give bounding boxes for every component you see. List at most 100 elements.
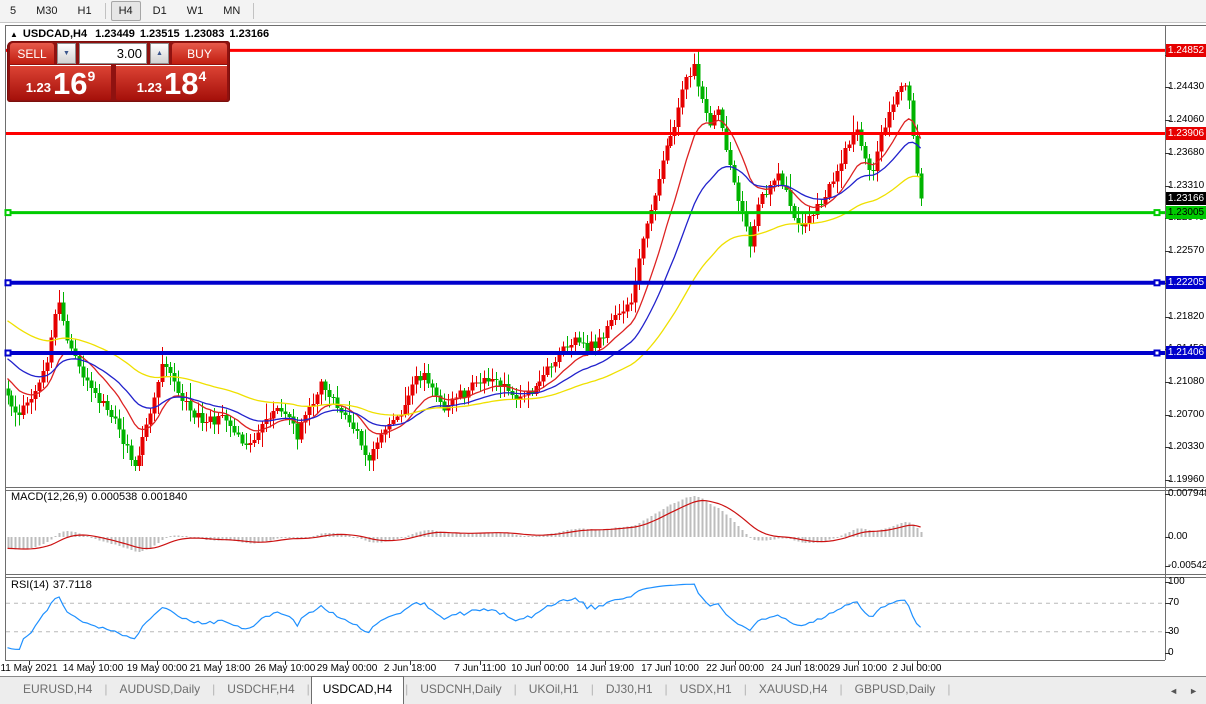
macd-name: MACD(12,26,9) [11,491,88,503]
chart-tab-usdcad[interactable]: USDCAD,H4 [310,676,405,704]
timeframe-button-h1[interactable]: H1 [77,5,92,17]
chevron-down-icon: ▼ [63,50,70,57]
chart-symbol-label: USDCAD,H4 [22,28,88,40]
chart-tab-gbpusd[interactable]: GBPUSD,Daily [854,682,936,696]
one-click-trade-panel: SELL ▼ 3.00 ▲ BUY 1.23 16 9 1.23 18 4 [7,41,230,102]
rsi-axis-label: 70 [1168,597,1180,609]
rsi-value: 37.7118 [52,579,92,591]
buy-price-pip: 4 [198,68,207,84]
macd-axis-label: -0.005427 [1168,560,1206,572]
sell-price-prefix: 1.23 [25,80,52,95]
chart-tab-audusd[interactable]: AUDUSD,Daily [119,682,201,696]
tab-separator: | [590,682,594,696]
price-tick-label: 1.21080 [1168,375,1205,387]
time-axis-label: 21 May 18:00 [189,663,251,674]
price-tick-label: 1.24430 [1168,81,1205,93]
chart-tab-usdchf[interactable]: USDCHF,H4 [227,682,295,696]
price-tick-label: 1.20330 [1168,441,1205,453]
collapse-icon[interactable]: ▲ [10,29,18,39]
chart-tab-xauusd[interactable]: XAUUSD,H4 [758,682,828,696]
price-line-label: 1.21406 [1166,346,1206,360]
macd-value-signal: 0.001840 [141,491,188,503]
timeframe-button-d1[interactable]: D1 [152,5,167,17]
price-tick-label: 1.23680 [1168,147,1205,159]
time-axis-label: 14 Jun 19:00 [576,663,634,674]
tab-scroll-controls: ◄ ► [1169,677,1206,704]
chart-title-bar: ▲ USDCAD,H4 1.23449 1.23515 1.23083 1.23… [10,27,274,41]
rsi-name: RSI(14) [11,579,49,591]
ohlc-open: 1.23449 [95,28,135,40]
tab-separator: | [743,682,747,696]
price-line-label: 1.23005 [1166,206,1206,220]
timeframe-button-h4[interactable]: H4 [110,1,141,21]
price-line-label: 1.23166 [1166,191,1206,205]
price-line-label: 1.23906 [1166,126,1206,140]
time-axis-label: 17 Jun 10:00 [641,663,699,674]
chart-tab-bar: EURUSD,H4 | AUDUSD,Daily | USDCHF,H4 | USDCAD,… [0,676,1206,704]
volume-decrease-button[interactable]: ▼ [57,43,76,64]
tab-separator: | [306,682,310,696]
trade-panel-controls: SELL ▼ 3.00 ▲ BUY [7,41,230,64]
macd-indicator-label: MACD(12,26,9) 0.000538 0.001840 [11,491,191,503]
sell-price-pip: 9 [87,68,96,84]
sell-button[interactable]: SELL [10,43,54,64]
ohlc-close: 1.23166 [229,28,270,40]
time-axis-label: 7 Jun 11:00 [454,663,506,674]
time-axis-label: 29 Jun 10:00 [829,663,887,674]
tab-separator: | [513,682,517,696]
trade-panel-prices: 1.23 16 9 1.23 18 4 [7,64,230,100]
timeframe-toolbar: 5 M30 H1 H4 D1 W1 MN [0,0,1206,23]
rsi-axis-label: 30 [1168,625,1180,637]
macd-axis-label: 0.00 [1168,531,1188,542]
chevron-up-icon: ▲ [156,50,163,57]
price-tick-label: 1.19960 [1168,473,1205,485]
ohlc-high: 1.23515 [139,28,180,40]
tab-separator: | [664,682,668,696]
timeframe-button-w1[interactable]: W1 [186,5,204,17]
rsi-axis-label: 0 [1168,647,1174,658]
chart-tab-dj30[interactable]: DJ30,H1 [605,682,653,696]
price-tick-label: 1.22570 [1168,244,1205,256]
ohlc-low: 1.23083 [184,28,225,40]
rsi-indicator-label: RSI(14) 37.7118 [11,579,96,591]
macd-value-main: 0.000538 [91,491,138,503]
tab-scroll-left-icon[interactable]: ◄ [1169,685,1179,696]
time-axis-label: 22 Jun 00:00 [706,663,764,674]
rsi-axis-label: 100 [1168,576,1185,587]
chart-tab-usdx[interactable]: USDX,H1 [679,682,732,696]
price-line-label: 1.22205 [1166,276,1206,290]
price-tick-label: 1.23310 [1168,179,1205,191]
time-axis-label: 24 Jun 18:00 [771,663,829,674]
tab-separator: | [839,682,843,696]
time-axis-label: 26 May 10:00 [254,663,316,674]
toolbar-separator [104,3,106,19]
price-line-label: 1.24852 [1166,43,1206,57]
time-axis-label: 11 May 2021 [0,663,58,674]
timeframe-button-mn[interactable]: MN [223,5,241,17]
sell-price-display[interactable]: 1.23 16 9 [10,65,111,100]
chart-tab-ukoil[interactable]: UKOil,H1 [528,682,579,696]
tab-separator: | [104,682,108,696]
price-tick-label: 1.20700 [1168,408,1205,420]
chart-tab-usdcnh[interactable]: USDCNH,Daily [420,682,502,696]
volume-input[interactable]: 3.00 [79,43,147,64]
tab-separator: | [405,682,409,696]
volume-increase-button[interactable]: ▲ [150,43,169,64]
timeframe-button-5[interactable]: 5 [10,5,17,17]
time-axis-label: 10 Jun 00:00 [511,663,569,674]
buy-price-prefix: 1.23 [136,80,163,95]
chart-tab-eurusd[interactable]: EURUSD,H4 [23,682,93,696]
time-axis-label: 2 Jun 18:00 [383,663,437,674]
tab-separator: | [212,682,216,696]
time-axis-label: 19 May 00:00 [126,663,188,674]
buy-price-display[interactable]: 1.23 18 4 [116,65,227,100]
price-tick-label: 1.24060 [1168,113,1205,125]
time-axis-label: 29 May 00:00 [316,663,378,674]
buy-button[interactable]: BUY [172,43,227,64]
sell-price-big: 16 [53,66,88,101]
timeframe-button-m30[interactable]: M30 [36,5,58,17]
tab-scroll-right-icon[interactable]: ► [1189,685,1198,696]
time-axis-label: 2 Jul 00:00 [892,663,942,674]
